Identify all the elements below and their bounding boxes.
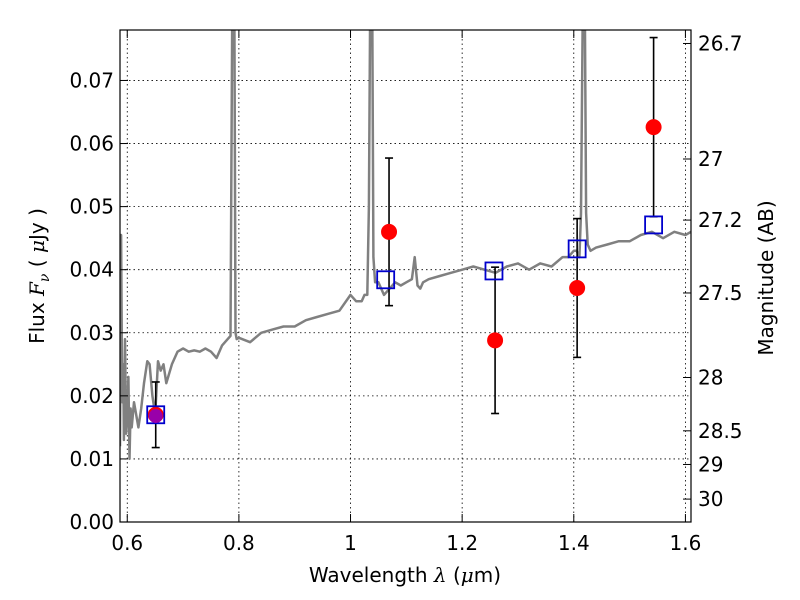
y-axis-ticks: 0.00 0.01 0.02 0.03 0.04 0.05 0.06 0.07: [69, 68, 128, 534]
x-tick-label: 0.8: [223, 531, 255, 555]
y-tick-label: 0.02: [69, 384, 114, 408]
x-axis-label: Wavelength λ (μm): [309, 563, 501, 587]
model-photometry-point-4: [644, 215, 664, 235]
x-tick-label: 1.6: [670, 531, 702, 555]
right-magnitude-axis-ticks: 26.7 27 27.2 27.5 28 28.5 29 30: [683, 31, 743, 511]
y-tick-label: 0.05: [69, 195, 114, 219]
observed-point-2: [487, 332, 504, 349]
observed-point-1: [381, 223, 398, 240]
y-tick-label: 0.00: [69, 510, 114, 534]
y2-tick-label: 28.5: [698, 419, 743, 443]
model-photometry-point-3: [567, 239, 587, 259]
model-photometry-point-0: [146, 405, 166, 425]
overlap-point: [148, 409, 163, 424]
y2-tick-label: 27: [698, 147, 723, 171]
model-photometry-point-2: [484, 261, 504, 281]
y2-tick-label: 27.5: [698, 281, 743, 305]
y-tick-label: 0.01: [69, 447, 114, 471]
observed-point-4: [645, 119, 662, 136]
model-photometry-point-1: [376, 270, 396, 290]
model-photometry-points: [146, 215, 664, 425]
y2-tick-label: 27.2: [698, 208, 743, 232]
plot-area: [120, 30, 691, 522]
right-axis-label: Magnitude (AB): [754, 200, 778, 355]
y-tick-label: 0.04: [69, 258, 114, 282]
observed-point-3: [569, 279, 586, 296]
plot-frame: [119, 29, 692, 523]
x-tick-label: 1.2: [446, 531, 478, 555]
y2-tick-label: 26.7: [698, 31, 743, 55]
y-tick-label: 0.06: [69, 132, 114, 156]
x-tick-label: 1.4: [558, 531, 590, 555]
y-tick-label: 0.03: [69, 321, 114, 345]
y2-tick-label: 28: [698, 365, 723, 389]
x-axis-ticks: 0.6 0.8 1 1.2 1.4 1.6: [111, 30, 701, 555]
y-tick-label: 0.07: [69, 68, 114, 92]
overlap-marker-layer: [148, 409, 163, 424]
x-tick-label: 1: [344, 531, 357, 555]
x-tick-label: 0.6: [111, 531, 143, 555]
y-axis-label: Flux Fν ( μJy ): [25, 208, 53, 344]
y2-tick-label: 29: [698, 452, 723, 476]
y2-tick-label: 30: [698, 487, 723, 511]
